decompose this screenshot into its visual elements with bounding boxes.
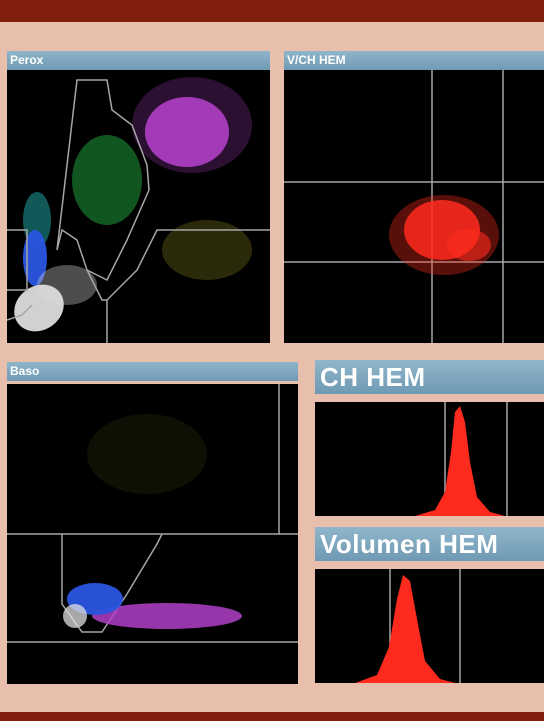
green-cluster [72,135,142,225]
olive-scatter [162,220,252,280]
olive-scatter [87,414,207,494]
baso-gates [7,384,298,643]
white-cluster [14,284,64,332]
ch-hem-histogram-curve [415,406,505,516]
white-scatter [37,265,97,305]
perox-scatterplot [7,70,270,343]
blue-cluster [23,230,47,286]
ch-hem-histogram [315,402,544,516]
baso-title: Baso [7,362,298,381]
magenta-cluster [92,603,242,629]
volumen-hem-title: Volumen HEM [315,527,544,561]
baso-panel: Baso [7,362,298,684]
perox-title: Perox [7,51,270,70]
bottom-bar [0,712,544,721]
vch-hem-panel: V/CH HEM [284,51,544,343]
white-cluster [63,604,87,628]
perox-gates [7,79,270,343]
top-bar [0,0,544,22]
volumen-hem-histogram [315,569,544,683]
ch-hem-title: CH HEM [315,360,544,394]
perox-panel: Perox [7,51,270,343]
perox-clusters [14,77,252,332]
red-cluster [389,195,499,275]
vch-hem-scatterplot [284,70,544,343]
volumen-hem-panel: Volumen HEM [315,527,544,683]
vol-hem-histogram-curve [355,575,455,683]
baso-clusters [63,414,242,629]
vch-hem-title: V/CH HEM [284,51,544,70]
magenta-cluster-halo [132,77,252,173]
baso-scatterplot [7,384,298,684]
magenta-cluster [145,97,229,167]
ch-hem-panel: CH HEM [315,360,544,516]
